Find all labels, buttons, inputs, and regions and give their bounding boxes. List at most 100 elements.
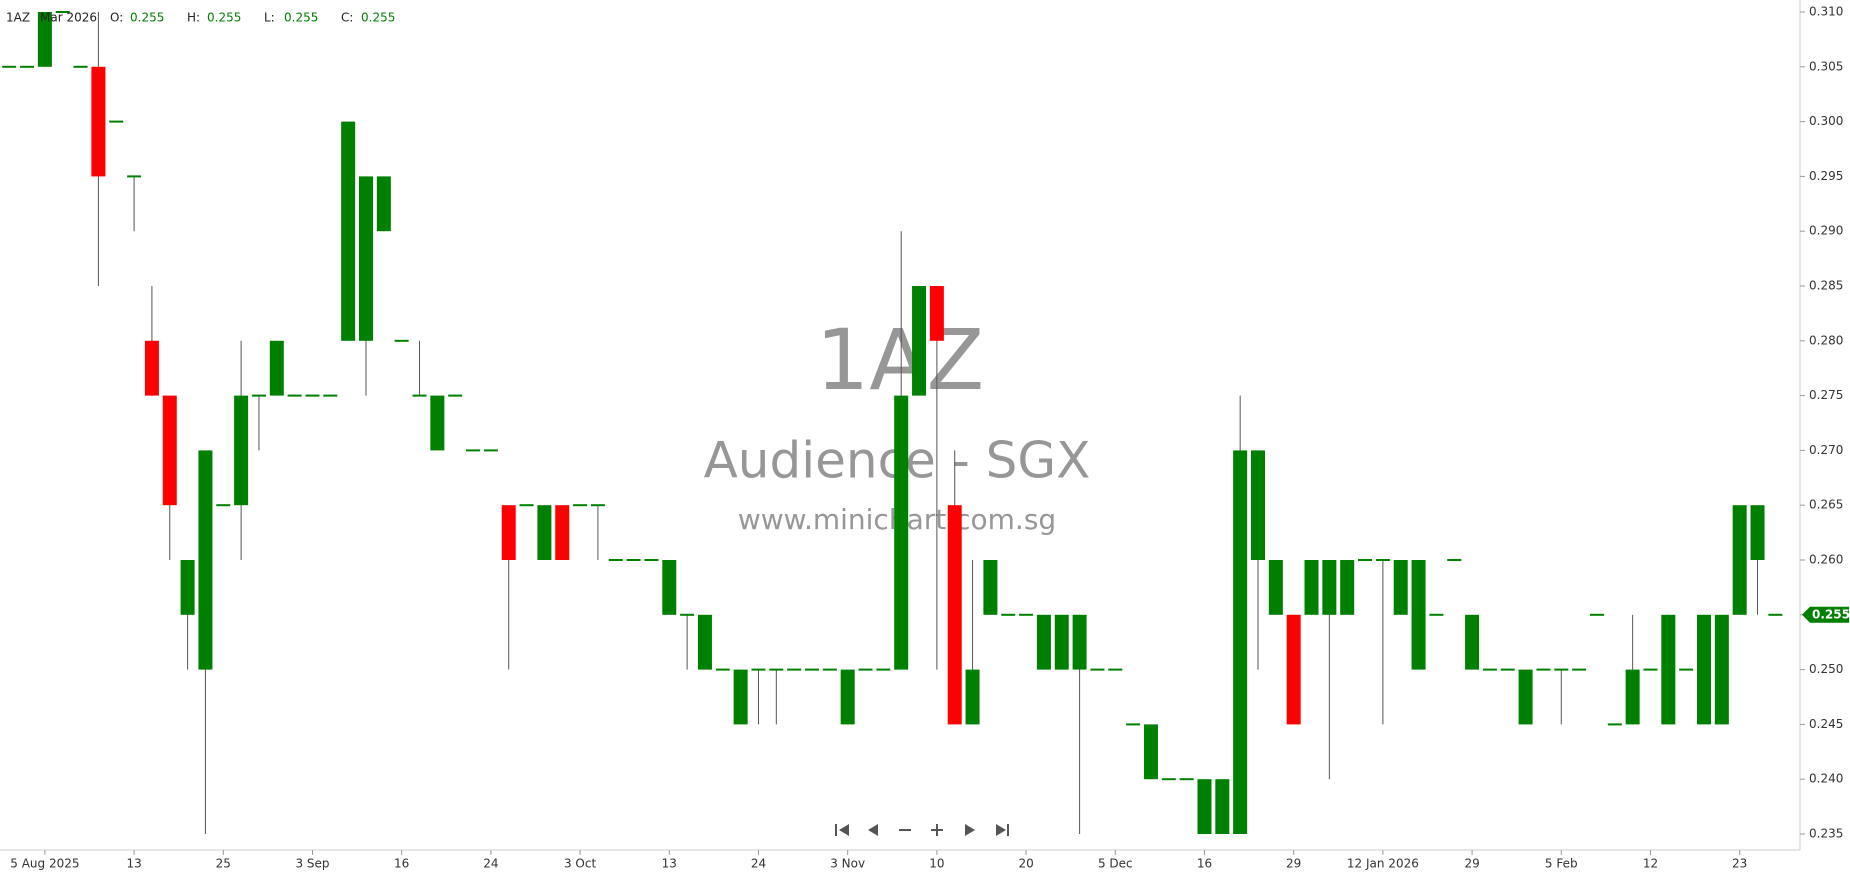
nav-first[interactable] — [835, 824, 849, 836]
candle-body — [466, 449, 481, 452]
candle-body — [448, 394, 463, 397]
candle-body — [394, 339, 409, 342]
candle-body — [1625, 669, 1640, 725]
candle — [965, 560, 980, 725]
candle — [626, 559, 641, 561]
nav-prev[interactable] — [868, 824, 878, 836]
candle — [109, 120, 124, 123]
candle-body — [1697, 614, 1711, 725]
x-tick-label: 5 Feb — [1545, 857, 1578, 871]
header-field-label: L: — [264, 11, 275, 25]
candle-body — [1768, 613, 1783, 616]
candle — [1732, 505, 1747, 615]
candle — [1304, 560, 1319, 615]
x-tick-label: 16 — [1197, 857, 1212, 871]
candle-body — [1393, 560, 1408, 615]
x-tick-label: 12 — [1643, 857, 1658, 871]
x-tick-label: 29 — [1286, 857, 1301, 871]
candle — [234, 340, 249, 560]
candle-body — [144, 340, 159, 396]
candle-body — [1572, 668, 1587, 671]
candle-body — [37, 12, 52, 67]
candle-body — [573, 504, 588, 507]
candle — [1001, 613, 1016, 616]
candle-body — [1643, 668, 1658, 671]
candle — [1072, 614, 1087, 834]
candle-body — [127, 175, 142, 178]
nav-last[interactable] — [996, 824, 1009, 836]
watermark-symbol: 1AZ — [816, 311, 984, 409]
candle-body — [269, 340, 284, 396]
candle-body — [1447, 559, 1462, 561]
candle — [1215, 779, 1230, 834]
candle — [1019, 613, 1034, 616]
nav-zoom-in[interactable] — [931, 824, 943, 836]
header-field-value: 0.255 — [284, 11, 318, 25]
candle — [1482, 668, 1497, 671]
candle — [1750, 505, 1765, 615]
candle-body — [1268, 560, 1283, 615]
x-tick-label: 12 Jan 2026 — [1347, 857, 1419, 871]
candle — [1714, 614, 1729, 725]
y-tick-label: 0.295 — [1809, 169, 1843, 183]
candle-body — [1679, 668, 1694, 671]
candle-body — [769, 668, 784, 671]
x-tick-label: 23 — [1732, 857, 1747, 871]
candle-body — [1143, 724, 1158, 780]
candle-body — [537, 505, 552, 560]
candle-body — [287, 394, 302, 397]
header: 1AZ Mar 2026 O: 0.255 H: 0.255 L: 0.255 C: 0.255 — [6, 11, 395, 25]
candle — [519, 504, 534, 507]
candle-body — [2, 65, 17, 68]
nav-next[interactable] — [965, 824, 975, 836]
candle-body — [840, 669, 855, 725]
candle-body — [216, 504, 231, 507]
candle-body — [662, 560, 677, 615]
candle — [1447, 559, 1462, 561]
candle-body — [590, 504, 605, 507]
y-tick-label: 0.240 — [1809, 772, 1843, 786]
candle — [751, 668, 766, 725]
candle — [1643, 668, 1658, 671]
candle — [448, 394, 463, 397]
candle-body — [1536, 668, 1551, 671]
candle — [1126, 723, 1141, 726]
last-price-label: 0.255 — [1812, 607, 1850, 621]
candle — [323, 394, 338, 397]
candle — [858, 668, 873, 671]
candle — [162, 395, 177, 560]
x-tick-label: 24 — [483, 857, 498, 871]
header-field-label: O: — [110, 11, 123, 25]
candle-body — [305, 394, 320, 397]
candle — [37, 12, 52, 67]
candle-body — [1554, 668, 1569, 671]
candle — [1607, 723, 1622, 726]
candle — [1572, 668, 1587, 671]
candle-body — [1607, 723, 1622, 726]
x-tick-label: 3 Nov — [830, 857, 865, 871]
candle — [1340, 560, 1355, 615]
candle-body — [180, 560, 195, 615]
candle — [359, 176, 373, 396]
x-tick-label: 5 Aug 2025 — [10, 857, 79, 871]
candle — [590, 504, 605, 560]
candle-body — [965, 669, 980, 725]
candle — [1697, 614, 1711, 725]
candle — [555, 505, 570, 560]
candle-body — [1054, 614, 1069, 670]
candle-body — [1304, 560, 1319, 615]
candle — [1143, 724, 1158, 780]
candle-body — [430, 395, 445, 451]
candle-body — [376, 176, 391, 232]
nav-zoom-out[interactable] — [899, 829, 911, 831]
candle — [1322, 560, 1337, 780]
x-tick-label: 10 — [929, 857, 944, 871]
candle — [912, 286, 927, 396]
candle — [1518, 669, 1533, 725]
candle — [127, 175, 142, 232]
candle — [376, 176, 391, 232]
x-tick-label: 24 — [751, 857, 766, 871]
candle-body — [1072, 614, 1087, 670]
candle — [1251, 450, 1265, 670]
x-tick-label: 20 — [1018, 857, 1033, 871]
